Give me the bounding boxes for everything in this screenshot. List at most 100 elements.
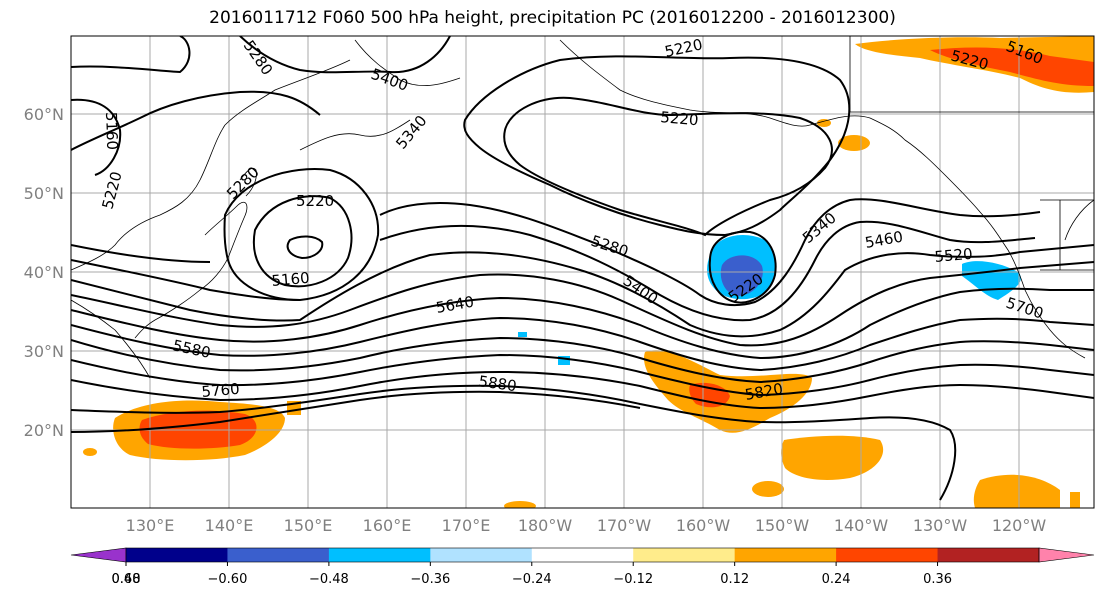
coastline-asia-north <box>224 59 351 126</box>
contour-5220-arctic <box>463 55 851 237</box>
contour-5280-low <box>223 168 380 302</box>
contour-label: 5160 <box>271 269 311 290</box>
colorbar-tick-label: 0.48 <box>112 572 141 587</box>
map-title: 2016011712 F060 500 hPa height, precipit… <box>209 8 896 28</box>
colorbar-segment <box>328 548 431 562</box>
contour-5760 <box>71 370 1094 410</box>
colorbar-ticks: −0.60 −0.48 −0.36 −0.24 −0.12 0.12 0.24 0.36 0.4… <box>112 562 952 587</box>
coastline-gulf-alaska <box>809 115 981 213</box>
contour-5460 <box>71 261 1094 347</box>
lat-label: 20°N <box>24 421 64 440</box>
contour-label: 5220 <box>296 192 334 210</box>
colorbar-tick-label: −0.24 <box>512 572 552 587</box>
lat-label: 30°N <box>24 342 64 361</box>
colorbar-border <box>125 547 1040 563</box>
coastline-alaska <box>559 39 811 127</box>
precip-blob <box>83 448 97 456</box>
contour-5700 <box>71 353 1094 397</box>
colorbar-tick-label: 0.60 <box>112 572 141 587</box>
lon-label: 170°W <box>597 516 652 535</box>
precip-negative-coast <box>962 261 1021 300</box>
coastline-west-coast <box>979 211 1086 359</box>
precip-blob <box>781 435 884 480</box>
precip-blob <box>752 481 784 497</box>
lon-label: 130°W <box>913 516 968 535</box>
colorbar-tick-label: −0.36 <box>410 572 450 587</box>
colorbar-segment <box>633 548 736 562</box>
lon-label: 120°W <box>992 516 1047 535</box>
colorbar-tick-label: −0.12 <box>613 572 653 587</box>
colorbar-segments <box>70 547 1095 563</box>
map-border <box>70 35 1095 509</box>
colorbar-tick-label: 0.24 <box>822 572 851 587</box>
contour-label: 5220 <box>660 108 700 129</box>
coastline-hokkaido <box>239 167 257 197</box>
colorbar-segment <box>531 548 634 562</box>
lon-label: 150°W <box>755 516 810 535</box>
contour-label: 5760 <box>201 380 241 401</box>
lon-label: 140°W <box>834 516 889 535</box>
lat-label: 50°N <box>24 184 64 203</box>
precip-blob <box>1070 492 1080 508</box>
contour-5820 <box>71 384 957 501</box>
contour-5280 <box>71 36 191 74</box>
contour-5340 <box>71 220 1036 322</box>
contour-5580 <box>71 316 1094 372</box>
latitude-labels: 60°N 50°N 40°N 30°N 20°N <box>24 105 64 440</box>
contour-5520 <box>71 287 1094 360</box>
precip-blob-negative <box>558 356 570 365</box>
coastline-asia <box>71 124 226 271</box>
contour-5400 <box>239 36 451 74</box>
lon-label: 130°E <box>126 516 175 535</box>
precip-strong-negative-low <box>720 255 763 296</box>
lat-label: 60°N <box>24 105 64 124</box>
colorbar-tick-label: 0.12 <box>720 572 749 587</box>
colorbar-segment <box>126 548 228 562</box>
colorbar-extend-high <box>1038 547 1095 563</box>
coastline-kamchatka <box>299 119 411 151</box>
precip-blob <box>838 135 870 151</box>
contour-5280-trough <box>71 198 1041 307</box>
colorbar-segment <box>430 548 533 562</box>
colorbar-segment <box>836 548 939 562</box>
contour-label: 5160 <box>102 112 121 151</box>
colorbar: −0.60 −0.48 −0.36 −0.24 −0.12 0.12 0.24 0.36 0.4… <box>70 547 1095 587</box>
lon-label: 160°W <box>676 516 731 535</box>
precip-blob <box>973 474 1060 508</box>
colorbar-tick-label: 0.36 <box>923 572 952 587</box>
colorbar-segment <box>227 548 330 562</box>
contour-inner <box>503 96 833 237</box>
colorbar-extend-low <box>70 547 127 563</box>
precip-blob <box>504 501 536 508</box>
contour-5400 <box>71 244 1094 338</box>
coastline-siberia <box>354 39 461 86</box>
contour-label: 5880 <box>477 372 517 395</box>
contour-5640 <box>71 336 1094 384</box>
precip-strong-ne <box>930 47 1094 86</box>
lon-label: 180°W <box>518 516 573 535</box>
colorbar-tick-label: −0.60 <box>208 572 248 587</box>
lon-label: 170°E <box>442 516 491 535</box>
colorbar-tick-label: −0.48 <box>309 572 349 587</box>
contour-5160 <box>71 98 122 176</box>
precip-blob-negative <box>518 332 527 337</box>
contour-label: 5520 <box>934 245 974 266</box>
contour-5220-cutoff <box>708 230 777 304</box>
lon-label: 140°E <box>205 516 254 535</box>
coastline-bc <box>1064 199 1094 241</box>
lat-label: 40°N <box>24 263 64 282</box>
colorbar-segment <box>734 548 837 562</box>
border-states <box>1040 199 1094 271</box>
longitude-labels: 130°E 140°E 150°E 160°E 170°E 180°W 170°… <box>126 516 1047 535</box>
contour-5160-low <box>286 235 324 260</box>
lon-label: 150°E <box>284 516 333 535</box>
precip-blob <box>817 119 831 127</box>
contour-5220-low <box>252 195 353 288</box>
border-canada <box>849 36 1094 113</box>
contour-5880 <box>71 390 641 433</box>
contour-5220 <box>71 90 321 151</box>
height-contours <box>71 36 1094 501</box>
coastline-china <box>71 299 151 379</box>
lon-label: 160°E <box>363 516 412 535</box>
